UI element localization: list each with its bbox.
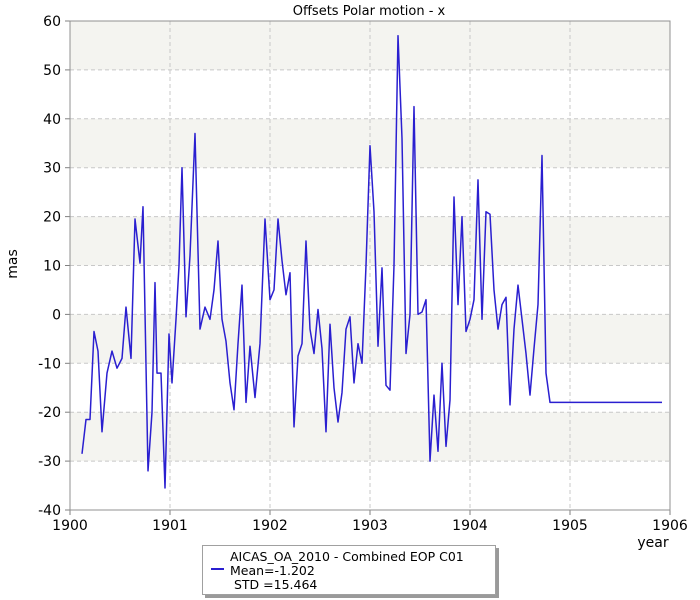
series-line	[81, 34, 662, 489]
legend-std: STD =15.464	[230, 577, 318, 592]
y-tick-label: 20	[43, 210, 61, 226]
y-tick-label: -40	[38, 503, 61, 519]
plot-frame	[69, 20, 671, 511]
y-tick-label: 0	[52, 307, 61, 323]
x-tick-label: 1904	[452, 518, 488, 534]
series-group	[81, 34, 662, 489]
legend: AICAS_OA_2010 - Combined EOP C01 Mean=-1…	[202, 545, 496, 595]
x-tick-label: 1905	[552, 518, 588, 534]
axes	[65, 20, 671, 515]
y-tick-label: 30	[43, 161, 61, 177]
y-axis-label: mas	[5, 249, 21, 279]
x-tick-label: 1900	[52, 518, 88, 534]
y-tick-label: -20	[38, 405, 61, 421]
x-axis-label: year	[637, 535, 668, 551]
y-tick-label: 40	[43, 112, 61, 128]
legend-mean: Mean=-1.202	[230, 563, 315, 578]
legend-series-name: AICAS_OA_2010 - Combined EOP C01	[230, 549, 464, 564]
chart-title: Offsets Polar motion - x	[293, 4, 446, 19]
y-tick-label: 10	[43, 259, 61, 275]
y-tick-label: 50	[43, 63, 61, 79]
y-tick-label: 60	[43, 14, 61, 30]
tick-labels: -40 -30 -20 -10 0 10 20 30 40 50 60 1900 1901 1902 190…	[38, 14, 688, 534]
grid	[70, 21, 670, 510]
legend-swatch	[211, 568, 224, 570]
y-tick-label: -30	[38, 454, 61, 470]
x-tick-label: 1901	[152, 518, 188, 534]
x-tick-label: 1902	[252, 518, 288, 534]
x-tick-label: 1906	[652, 518, 688, 534]
y-tick-label: -10	[38, 356, 61, 372]
x-tick-label: 1903	[352, 518, 388, 534]
